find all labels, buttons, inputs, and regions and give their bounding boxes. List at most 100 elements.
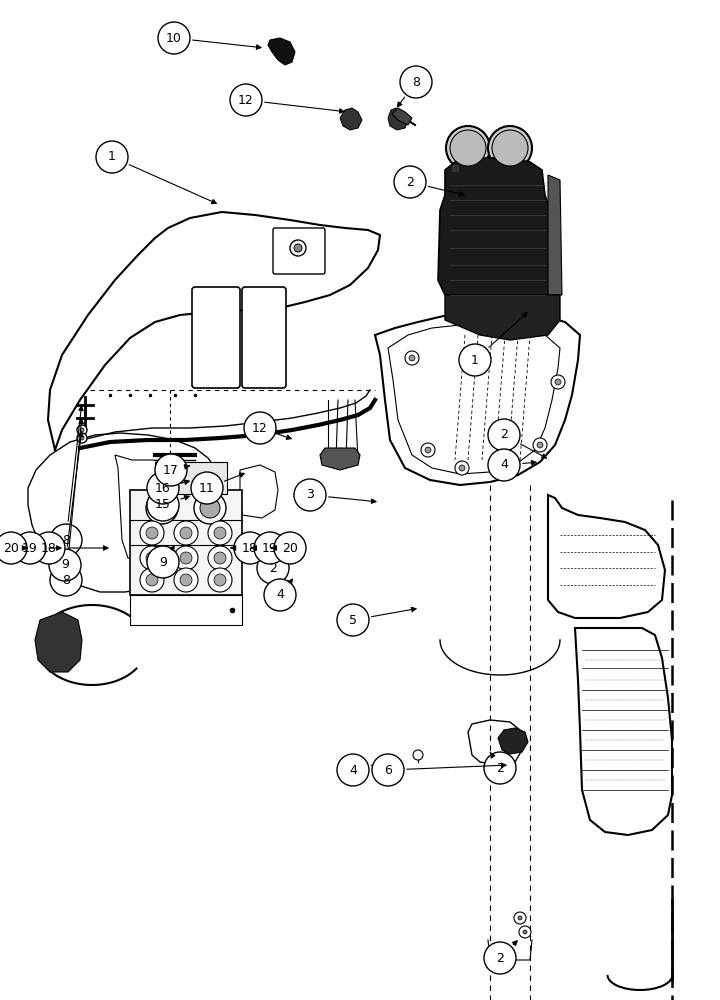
Circle shape xyxy=(409,355,415,361)
Text: 2: 2 xyxy=(406,176,414,188)
Circle shape xyxy=(495,465,501,471)
Circle shape xyxy=(230,84,262,116)
Circle shape xyxy=(446,126,490,170)
Circle shape xyxy=(264,579,296,611)
Circle shape xyxy=(140,568,164,592)
Text: 12: 12 xyxy=(238,94,254,106)
Text: 3: 3 xyxy=(306,488,314,502)
Circle shape xyxy=(140,546,164,570)
Circle shape xyxy=(337,754,369,786)
Polygon shape xyxy=(320,448,360,470)
Circle shape xyxy=(208,546,232,570)
Text: 2: 2 xyxy=(496,952,504,964)
Text: 8: 8 xyxy=(62,574,70,586)
Circle shape xyxy=(459,465,465,471)
Circle shape xyxy=(174,546,198,570)
Circle shape xyxy=(214,527,226,539)
Circle shape xyxy=(214,574,226,586)
Polygon shape xyxy=(268,38,295,65)
Circle shape xyxy=(244,412,276,444)
Circle shape xyxy=(337,604,369,636)
Circle shape xyxy=(50,564,82,596)
Text: 9: 9 xyxy=(159,556,167,568)
Text: 18: 18 xyxy=(41,542,57,554)
Text: 5: 5 xyxy=(349,613,357,626)
Text: 2: 2 xyxy=(496,762,504,774)
Circle shape xyxy=(450,130,486,166)
Circle shape xyxy=(394,166,426,198)
Circle shape xyxy=(147,546,179,578)
Text: 8: 8 xyxy=(412,76,420,89)
Text: 8: 8 xyxy=(62,534,70,546)
Circle shape xyxy=(146,574,158,586)
Circle shape xyxy=(146,527,158,539)
Circle shape xyxy=(146,492,178,524)
Circle shape xyxy=(80,436,84,440)
Circle shape xyxy=(152,498,172,518)
Polygon shape xyxy=(340,108,362,130)
Text: 2: 2 xyxy=(269,562,277,574)
Circle shape xyxy=(491,461,505,475)
Circle shape xyxy=(425,447,431,453)
Text: 9: 9 xyxy=(61,558,69,572)
Polygon shape xyxy=(438,158,552,310)
Circle shape xyxy=(50,524,82,556)
Text: 1: 1 xyxy=(108,150,116,163)
Circle shape xyxy=(0,532,27,564)
Polygon shape xyxy=(392,108,412,125)
FancyBboxPatch shape xyxy=(242,287,286,388)
Circle shape xyxy=(180,552,192,564)
Circle shape xyxy=(488,449,520,481)
Circle shape xyxy=(372,754,404,786)
Circle shape xyxy=(14,532,46,564)
Circle shape xyxy=(77,425,87,435)
Circle shape xyxy=(208,521,232,545)
Circle shape xyxy=(514,912,526,924)
Text: 11: 11 xyxy=(199,482,215,494)
Circle shape xyxy=(290,240,306,256)
Circle shape xyxy=(146,552,158,564)
Circle shape xyxy=(459,344,491,376)
Circle shape xyxy=(421,443,435,457)
Circle shape xyxy=(147,472,179,504)
Circle shape xyxy=(147,489,179,521)
Polygon shape xyxy=(35,612,82,672)
FancyBboxPatch shape xyxy=(155,462,227,494)
Text: 4: 4 xyxy=(349,764,357,776)
FancyBboxPatch shape xyxy=(192,287,240,388)
Circle shape xyxy=(200,498,220,518)
FancyBboxPatch shape xyxy=(273,228,325,274)
Circle shape xyxy=(77,433,87,443)
Circle shape xyxy=(400,66,432,98)
Circle shape xyxy=(488,419,520,451)
Circle shape xyxy=(49,549,81,581)
Text: 19: 19 xyxy=(262,542,278,554)
Text: 1: 1 xyxy=(471,354,479,366)
Circle shape xyxy=(254,532,286,564)
Polygon shape xyxy=(388,108,408,130)
Text: 18: 18 xyxy=(242,542,258,554)
Text: 20: 20 xyxy=(3,542,19,554)
Circle shape xyxy=(294,244,302,252)
Circle shape xyxy=(155,454,187,486)
FancyBboxPatch shape xyxy=(130,490,242,595)
Circle shape xyxy=(208,568,232,592)
Circle shape xyxy=(455,461,469,475)
Circle shape xyxy=(257,552,289,584)
Text: 2: 2 xyxy=(500,428,508,442)
Text: 20: 20 xyxy=(282,542,298,554)
Circle shape xyxy=(484,752,516,784)
Circle shape xyxy=(413,750,423,760)
Text: 4: 4 xyxy=(500,458,508,472)
Circle shape xyxy=(174,568,198,592)
Circle shape xyxy=(174,521,198,545)
Circle shape xyxy=(492,130,528,166)
Circle shape xyxy=(33,532,65,564)
Circle shape xyxy=(555,379,561,385)
Text: 4: 4 xyxy=(276,588,284,601)
Circle shape xyxy=(191,472,223,504)
Text: 19: 19 xyxy=(22,542,38,554)
Circle shape xyxy=(96,141,128,173)
FancyBboxPatch shape xyxy=(130,595,242,625)
Circle shape xyxy=(519,926,531,938)
